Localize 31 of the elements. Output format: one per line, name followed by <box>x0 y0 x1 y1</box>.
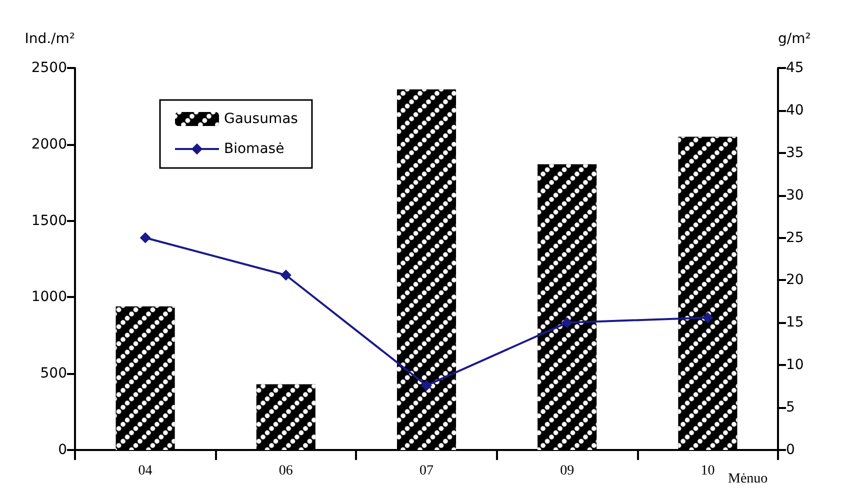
legend-label: Gausumas <box>224 111 298 127</box>
x-axis-title: Mėnuo <box>728 472 768 486</box>
x-tick-label: 04 <box>138 464 152 478</box>
point <box>702 312 714 324</box>
x-tick-label: 10 <box>700 464 715 478</box>
point <box>140 232 151 244</box>
point <box>562 317 573 328</box>
y2-axis-title: g/m² <box>778 31 811 47</box>
y-tick-label: 1000 <box>31 289 67 306</box>
y-axis-title: Ind./m² <box>24 31 75 47</box>
y2-tick-label: 45 <box>786 60 804 76</box>
y-tick-label: 1500 <box>31 212 67 229</box>
y-tick-label: 2000 <box>31 136 67 152</box>
y2-tick-label: 20 <box>786 272 804 288</box>
x-tick-label: 06 <box>278 464 293 478</box>
x-tick-label: 07 <box>420 464 434 478</box>
legend-label: Biomasė <box>224 141 284 157</box>
x-tick-label: 09 <box>560 464 574 478</box>
y2-tick-label: 25 <box>786 230 804 246</box>
y-tick-label: 0 <box>58 442 67 458</box>
y2-tick-label: 35 <box>786 144 804 161</box>
y2-tick-label: 15 <box>786 314 804 331</box>
y-tick-label: 2500 <box>31 60 67 76</box>
y2-tick-label: 30 <box>786 187 804 204</box>
y2-tick-label: 0 <box>786 442 795 458</box>
point <box>280 270 292 281</box>
y2-tick-label: 10 <box>786 357 804 374</box>
y2-tick-label: 5 <box>786 400 795 416</box>
y-tick-label: 500 <box>40 366 67 382</box>
y2-tick-label: 40 <box>786 102 804 118</box>
point <box>421 380 432 391</box>
